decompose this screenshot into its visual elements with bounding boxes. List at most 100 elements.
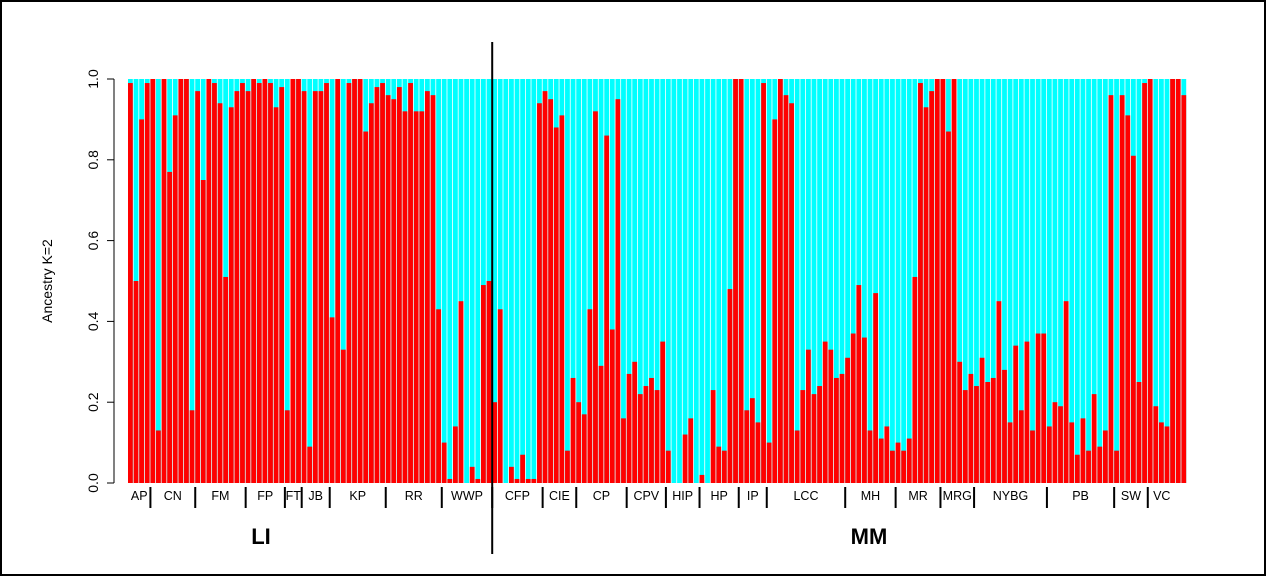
bar-red-segment (700, 475, 705, 483)
bar-160 (1019, 79, 1024, 483)
bar-13 (195, 79, 200, 483)
bar-red-segment (246, 91, 251, 483)
bar-red-segment (946, 132, 951, 483)
bar-red-segment (643, 386, 648, 483)
bar-red-segment (924, 107, 929, 483)
bar-cyan-segment (705, 79, 710, 483)
bar-cyan-segment (156, 79, 161, 483)
bar-172 (1086, 79, 1091, 483)
bar-159 (1013, 79, 1018, 483)
bar-cyan-segment (683, 79, 688, 483)
bar-33 (307, 79, 312, 483)
bar-red-segment (195, 91, 200, 483)
bar-87 (610, 79, 615, 483)
bar-123 (812, 79, 817, 483)
bar-red-segment (223, 277, 228, 483)
bar-72 (526, 79, 531, 483)
bar-153 (980, 79, 985, 483)
bar-red-segment (901, 451, 906, 483)
population-label-hip: HIP (672, 489, 693, 503)
bar-cyan-segment (1103, 79, 1108, 483)
bar-43 (363, 79, 368, 483)
population-label-mh: MH (861, 489, 880, 503)
population-label-cp: CP (593, 489, 610, 503)
population-label-hp: HP (710, 489, 727, 503)
bar-78 (559, 79, 564, 483)
bar-115 (767, 79, 772, 483)
bar-100 (683, 79, 688, 483)
bar-19 (229, 79, 234, 483)
y-tick-label: 0.6 (85, 231, 101, 251)
bar-red-segment (744, 410, 749, 483)
bar-cyan-segment (879, 79, 884, 483)
bar-red-segment (840, 374, 845, 483)
bar-red-segment (515, 479, 520, 483)
bar-red-segment (1013, 346, 1018, 483)
bar-146 (940, 79, 945, 483)
bar-red-segment (918, 83, 923, 483)
bar-red-segment (968, 374, 973, 483)
bar-cyan-segment (666, 79, 671, 483)
bar-red-segment (929, 91, 934, 483)
bar-118 (784, 79, 789, 483)
bar-108 (728, 79, 733, 483)
bar-red-segment (296, 79, 301, 483)
bar-111 (744, 79, 749, 483)
bar-41 (352, 79, 357, 483)
bar-90 (627, 79, 632, 483)
bar-cyan-segment (722, 79, 727, 483)
bar-95 (655, 79, 660, 483)
bar-red-segment (145, 83, 150, 483)
bar-150 (963, 79, 968, 483)
bar-red-segment (800, 390, 805, 483)
bar-red-segment (980, 358, 985, 483)
bar-cyan-segment (1165, 79, 1170, 483)
bar-red-segment (347, 83, 352, 483)
bar-cyan-segment (503, 79, 508, 483)
bar-89 (621, 79, 626, 483)
bar-red-segment (935, 79, 940, 483)
bar-cyan-segment (526, 79, 531, 483)
bar-red-segment (201, 180, 206, 483)
bar-red-segment (268, 83, 273, 483)
bar-red-segment (1019, 410, 1024, 483)
bar-cyan-segment (442, 79, 447, 483)
bar-32 (302, 79, 307, 483)
bar-91 (632, 79, 637, 483)
bar-149 (957, 79, 962, 483)
bar-cyan-segment (464, 79, 469, 483)
bar-121 (800, 79, 805, 483)
bar-red-segment (526, 479, 531, 483)
bar-red-segment (352, 79, 357, 483)
bar-red-segment (531, 479, 536, 483)
bar-red-segment (335, 79, 340, 483)
bar-102 (694, 79, 699, 483)
bar-red-segment (1114, 451, 1119, 483)
bar-157 (1002, 79, 1007, 483)
bar-92 (638, 79, 643, 483)
bar-red-segment (408, 83, 413, 483)
bar-161 (1025, 79, 1030, 483)
bar-175 (1103, 79, 1108, 483)
bar-red-segment (1092, 394, 1097, 483)
population-label-pb: PB (1072, 489, 1089, 503)
population-label-vc: VC (1153, 489, 1170, 503)
bar-red-segment (912, 277, 917, 483)
bar-red-segment (728, 289, 733, 483)
bar-red-segment (817, 386, 822, 483)
bar-189 (1181, 79, 1186, 483)
bar-107 (722, 79, 727, 483)
bar-red-segment (206, 79, 211, 483)
bar-red-segment (1047, 426, 1052, 483)
bar-96 (660, 79, 665, 483)
bar-red-segment (1165, 426, 1170, 483)
bar-27 (274, 79, 279, 483)
bar-red-segment (868, 430, 873, 483)
population-label-fm: FM (211, 489, 229, 503)
population-label-nybg: NYBG (993, 489, 1028, 503)
bar-red-segment (610, 329, 615, 483)
bar-17 (218, 79, 223, 483)
bar-red-segment (571, 378, 576, 483)
bar-cyan-segment (677, 79, 682, 483)
bar-red-segment (1148, 79, 1153, 483)
